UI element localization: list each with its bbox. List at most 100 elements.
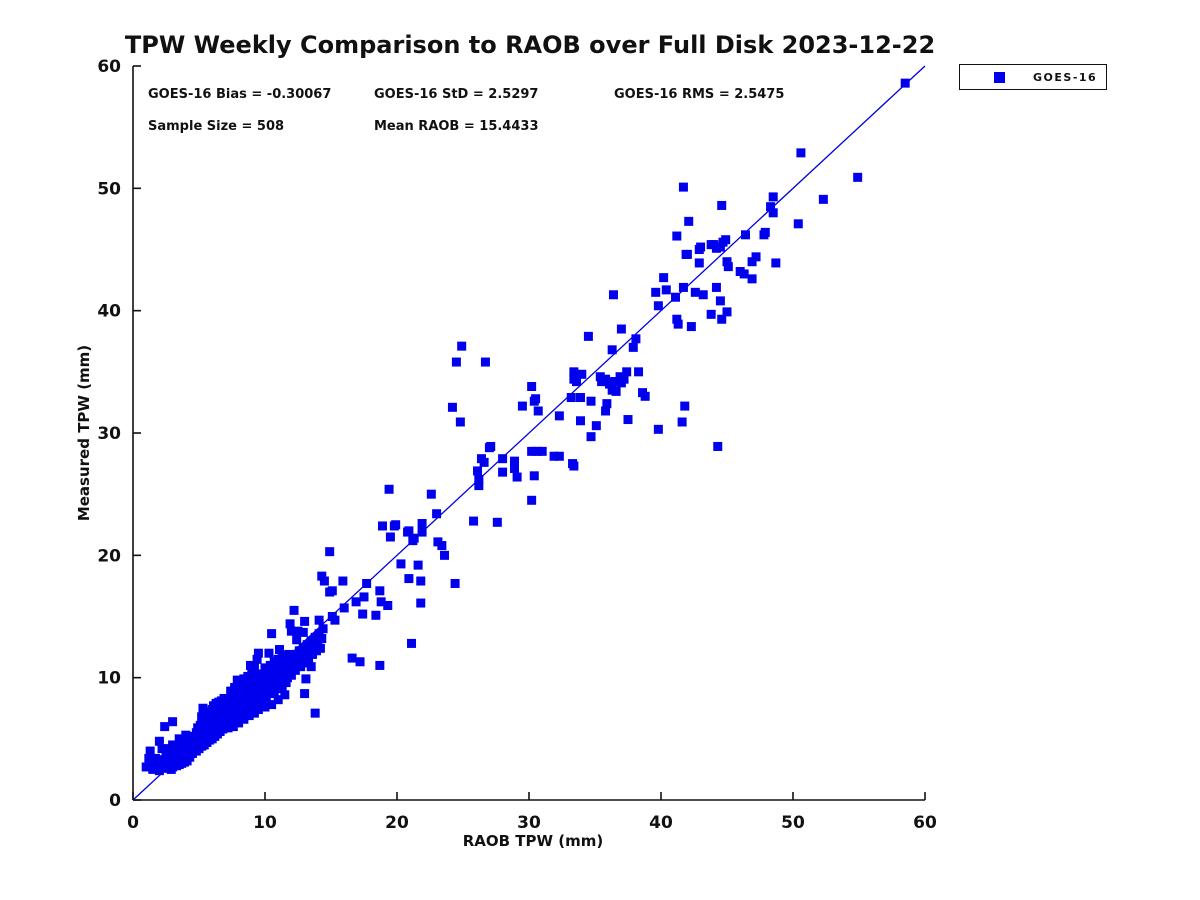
- scatter-point: [264, 648, 274, 658]
- scatter-point: [273, 695, 283, 705]
- scatter-point: [793, 219, 803, 229]
- scatter-point: [232, 675, 242, 685]
- scatter-point: [280, 690, 290, 700]
- x-tick-label: 50: [781, 813, 805, 833]
- scatter-point: [451, 357, 461, 367]
- scatter-point: [631, 334, 641, 344]
- x-tick-label: 20: [385, 813, 409, 833]
- scatter-point: [267, 700, 277, 710]
- scatter-point: [586, 396, 596, 406]
- scatter-point: [586, 432, 596, 442]
- scatter-point: [202, 720, 212, 730]
- y-tick-label: 40: [97, 302, 121, 322]
- scatter-point: [417, 527, 427, 537]
- stat-sample-size: Sample Size = 508: [148, 119, 285, 134]
- scatter-point: [317, 634, 327, 644]
- scatter-point: [243, 671, 253, 681]
- scatter-point: [440, 550, 450, 560]
- scatter-point: [244, 711, 254, 721]
- scatter-point: [319, 576, 329, 586]
- scatter-point: [575, 416, 585, 426]
- scatter-point: [165, 744, 175, 754]
- scatter-point: [751, 252, 761, 262]
- scatter-point: [527, 382, 537, 392]
- scatter-point: [678, 182, 688, 192]
- scatter-point: [275, 645, 285, 655]
- scatter-point: [298, 627, 308, 637]
- scatter-point: [575, 393, 585, 403]
- x-tick-label: 40: [649, 813, 673, 833]
- scatter-point: [403, 527, 413, 537]
- scatter-point: [607, 345, 617, 355]
- scatter-point: [678, 282, 688, 292]
- scatter-point: [234, 718, 244, 728]
- scatter-point: [239, 714, 249, 724]
- scatter-point: [768, 208, 778, 218]
- scatter-point: [672, 314, 682, 324]
- scatter-point: [301, 674, 311, 684]
- scatter-point: [569, 461, 579, 471]
- scatter-point: [474, 481, 484, 491]
- scatter-point: [684, 216, 694, 226]
- x-tick-label: 0: [127, 813, 139, 833]
- scatter-point: [447, 402, 457, 412]
- scatter-point: [198, 731, 208, 741]
- scatter-point: [706, 309, 716, 319]
- scatter-point: [498, 467, 508, 477]
- scatter-point: [437, 541, 447, 551]
- scatter-point: [486, 441, 496, 451]
- scatter-point: [608, 290, 618, 300]
- scatter-point: [698, 290, 708, 300]
- scatter-point: [267, 629, 277, 639]
- scatter-point: [311, 641, 321, 651]
- scatter-point: [722, 307, 732, 317]
- scatter-point: [347, 653, 357, 663]
- scatter-point: [207, 704, 217, 714]
- scatter-point: [771, 258, 781, 268]
- y-tick-label: 60: [97, 57, 121, 77]
- scatter-point: [509, 463, 519, 473]
- scatter-point: [409, 533, 419, 543]
- scatter-point: [288, 660, 298, 670]
- scatter-point: [432, 509, 442, 519]
- scatter-point: [531, 394, 541, 404]
- scatter-point: [281, 678, 291, 688]
- scatter-point: [245, 660, 255, 670]
- scatter-point: [160, 722, 170, 732]
- scatter-point: [602, 399, 612, 409]
- y-tick-label: 30: [97, 424, 121, 444]
- scatter-point: [616, 324, 626, 334]
- scatter-point: [338, 576, 348, 586]
- scatter-point: [318, 624, 328, 634]
- scatter-point: [455, 417, 465, 427]
- scatter-point: [355, 657, 365, 667]
- scatter-point: [549, 451, 559, 461]
- chart-title: TPW Weekly Comparison to RAOB over Full …: [124, 31, 936, 59]
- scatter-point: [457, 341, 467, 351]
- scatter-point: [285, 619, 295, 629]
- scatter-point: [174, 734, 184, 744]
- scatter-point: [339, 603, 349, 613]
- scatter-point: [404, 574, 414, 584]
- scatter-point: [527, 495, 537, 505]
- scatter-point: [416, 576, 426, 586]
- scatter-point: [302, 653, 312, 663]
- scatter-point: [317, 571, 327, 581]
- scatter-point: [628, 342, 638, 352]
- scatter-point: [611, 386, 621, 396]
- scatter-point: [154, 736, 164, 746]
- scatter-point: [474, 474, 484, 484]
- scatter-point: [677, 417, 687, 427]
- stat-mean-raob: Mean RAOB = 15.4433: [374, 119, 539, 134]
- scatter-point: [413, 560, 423, 570]
- scatter-point: [330, 615, 340, 625]
- scatter-point: [622, 367, 632, 377]
- scatter-point: [289, 605, 299, 615]
- y-tick-label: 50: [97, 179, 121, 199]
- scatter-point: [572, 377, 582, 387]
- scatter-point: [359, 592, 369, 602]
- scatter-point: [569, 367, 579, 377]
- scatter-point: [141, 762, 151, 772]
- scatter-point: [377, 521, 387, 531]
